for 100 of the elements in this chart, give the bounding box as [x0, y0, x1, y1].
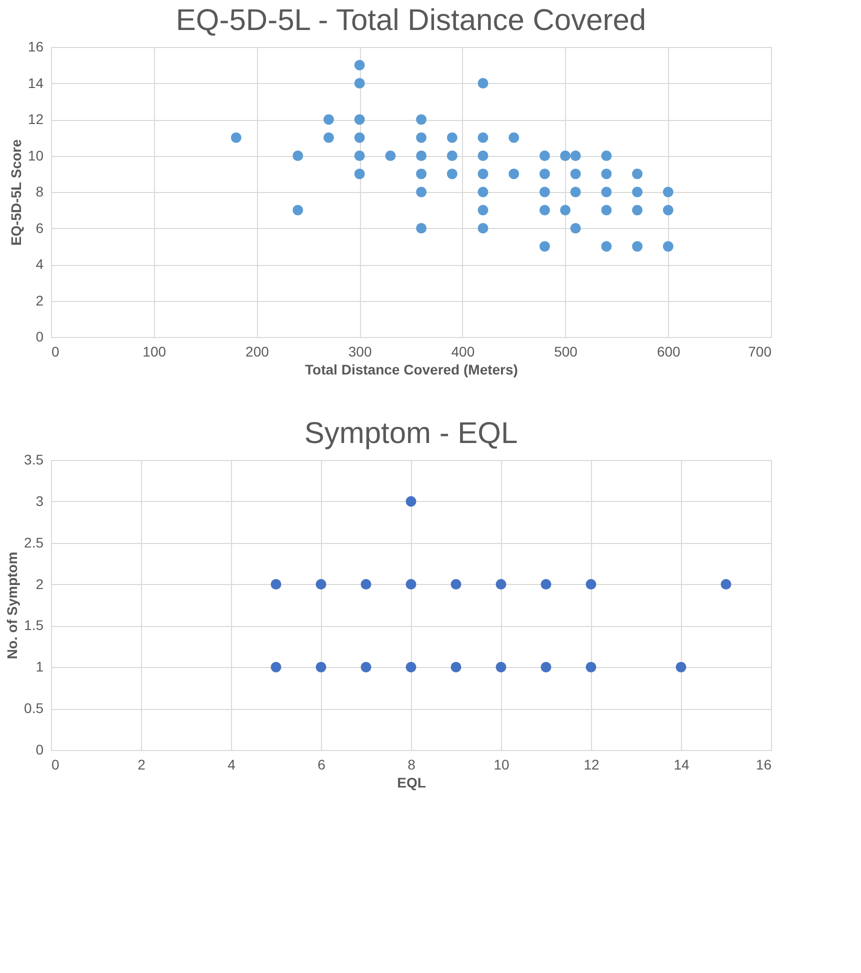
point [416, 150, 427, 161]
point [540, 579, 552, 590]
point [446, 150, 458, 161]
y-axis-title: No. of Symptom [4, 552, 20, 660]
y-tick-label: 4 [36, 256, 44, 272]
x-tick-label: 600 [656, 344, 681, 360]
point [446, 132, 458, 143]
point [662, 186, 674, 198]
point [570, 168, 581, 180]
point [601, 204, 612, 216]
x-tick-label: 2 [138, 756, 146, 772]
y-tick-label: 2.5 [24, 534, 44, 550]
chart-title: EQ-5D-5L - Total Distance Covered [176, 4, 646, 37]
point [508, 132, 520, 143]
point [496, 662, 506, 672]
point [354, 168, 365, 180]
x-tick-label: 100 [142, 344, 166, 360]
point [632, 204, 643, 216]
point [496, 579, 506, 590]
point [720, 579, 732, 590]
point [416, 168, 427, 180]
point [478, 168, 488, 180]
point [354, 78, 365, 88]
point [478, 78, 488, 88]
point [478, 186, 488, 198]
point [601, 186, 612, 198]
point [560, 204, 571, 216]
point [560, 150, 571, 161]
x-tick-label: 12 [584, 756, 600, 772]
x-axis-title: EQL [397, 774, 426, 790]
point [416, 132, 427, 143]
point [540, 662, 552, 672]
point [478, 223, 488, 234]
point [360, 662, 372, 672]
point [270, 662, 282, 672]
point [450, 662, 462, 672]
point [360, 579, 372, 590]
chart-title: Symptom - EQL [304, 417, 518, 450]
point [385, 150, 396, 161]
y-tick-label: 12 [28, 111, 44, 127]
point [406, 496, 416, 507]
point [632, 168, 643, 180]
x-tick-label: 14 [674, 756, 690, 772]
point [632, 241, 643, 252]
y-tick-label: 10 [28, 147, 44, 164]
x-tick-label: 300 [348, 344, 372, 360]
y-tick-label: 6 [36, 220, 44, 236]
point [323, 132, 334, 143]
y-tick-label: 0 [36, 742, 44, 758]
point [478, 204, 488, 216]
point [354, 60, 365, 70]
y-tick-label: 8 [36, 184, 44, 200]
point [270, 579, 282, 590]
point [292, 150, 304, 161]
point [632, 186, 643, 198]
point [539, 186, 550, 198]
x-tick-label: 4 [228, 756, 236, 772]
point [354, 114, 365, 125]
point [676, 662, 686, 672]
point [570, 150, 581, 161]
y-tick-label: 1 [36, 658, 44, 675]
y-tick-label: 0.5 [24, 700, 44, 716]
y-axis-title: EQ-5D-5L Score [8, 139, 24, 246]
x-tick-label: 400 [451, 344, 475, 360]
y-tick-label: 16 [28, 38, 44, 54]
y-tick-label: 3.5 [24, 452, 44, 468]
point [316, 579, 326, 590]
x-tick-label: 700 [748, 344, 772, 360]
y-tick-label: 14 [28, 74, 44, 91]
point [601, 168, 612, 180]
x-tick-label: 0 [52, 344, 60, 360]
point [586, 662, 596, 672]
point [354, 150, 365, 161]
point [662, 241, 674, 252]
point [539, 168, 550, 180]
point [323, 114, 334, 125]
point [662, 204, 674, 216]
x-tick-label: 6 [318, 756, 326, 772]
y-tick-label: 2 [36, 292, 44, 308]
x-tick-label: 10 [494, 756, 510, 772]
point [570, 223, 581, 234]
point [539, 150, 550, 161]
point [230, 132, 242, 143]
point [446, 168, 458, 180]
point [601, 241, 612, 252]
point [508, 168, 520, 180]
point [478, 132, 488, 143]
y-tick-label: 2 [36, 576, 44, 592]
x-tick-label: 8 [408, 756, 416, 772]
x-axis-title: Total Distance Covered (Meters) [305, 362, 518, 378]
point [406, 579, 416, 590]
x-tick-label: 0 [52, 756, 60, 772]
x-tick-label: 500 [554, 344, 578, 360]
point [316, 662, 326, 672]
point [478, 150, 488, 161]
x-tick-label: 16 [756, 756, 772, 772]
y-tick-label: 0 [36, 328, 44, 344]
point [450, 579, 462, 590]
point [601, 150, 612, 161]
y-tick-label: 1.5 [24, 617, 44, 634]
